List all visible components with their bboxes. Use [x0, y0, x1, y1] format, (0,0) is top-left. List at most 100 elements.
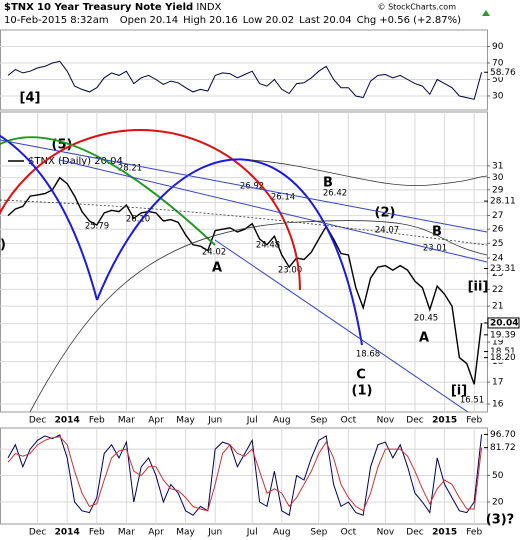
exchange: INDX	[196, 2, 221, 13]
price-annotation: 26.14	[271, 193, 295, 203]
price-annotation: 26.42	[323, 189, 347, 199]
stat-value: 20.04	[323, 15, 352, 26]
value-flag	[488, 429, 519, 440]
value-flag	[488, 329, 519, 340]
y-tick-label: 30	[492, 173, 504, 183]
wave-label: C	[356, 368, 366, 383]
series-line	[7, 436, 483, 512]
value-flag-label: 20.04	[490, 318, 518, 328]
y-tick-label: 17	[492, 378, 503, 388]
x-tick-label: Dec	[29, 528, 46, 538]
trend-line	[59, 159, 487, 263]
panels	[0, 29, 488, 525]
legend-label: $TNX (Daily) 20.04	[28, 156, 123, 167]
y-tick-label: 50	[492, 75, 504, 85]
stat-label: Last	[299, 15, 320, 26]
y-tick-label: 90	[492, 42, 504, 52]
panel-plot	[0, 45, 487, 100]
trend-line	[0, 139, 487, 233]
y-tick-label: 26	[492, 225, 504, 235]
x-tick-label: Aug	[273, 528, 291, 538]
trend-line	[214, 239, 469, 412]
price-annotation: 23.00	[278, 266, 302, 276]
header-line: $TNX 10 Year Treasury Note Yield INDX	[4, 2, 222, 13]
price-annotation: 26.10	[126, 215, 150, 225]
x-tick-label: 2014	[55, 416, 80, 426]
x-tick-label: Mar	[118, 528, 135, 538]
wave-label: (1)	[352, 384, 373, 399]
x-tick-label: 2014	[55, 528, 80, 538]
x-tick-label: Apr	[148, 528, 164, 538]
wave-overlays	[0, 129, 487, 412]
y-tick-label: 21	[492, 302, 503, 312]
x-tick-label: Jun	[207, 528, 222, 538]
x-tick-label: Nov	[377, 416, 395, 426]
green-arc	[0, 136, 216, 246]
panel-plot	[0, 428, 487, 524]
value-flag	[488, 196, 519, 207]
y-tick-label: 27	[492, 211, 503, 221]
x-tick-label: 2015	[432, 528, 457, 538]
wave-label: A	[419, 331, 429, 346]
value-flag-label: 96.70	[490, 430, 516, 440]
x-tick-label: Dec	[29, 416, 46, 426]
envelope-upper	[249, 159, 487, 187]
wave-label: [i]	[451, 384, 467, 399]
stat-value: 20.14	[150, 15, 179, 26]
x-tick-label: Jul	[246, 528, 258, 538]
security-name: 10 Year Treasury Note Yield	[37, 2, 193, 13]
wave-label: [ii]	[468, 280, 489, 295]
series-line	[7, 60, 483, 100]
x-tick-label: Feb	[466, 528, 482, 538]
stat-label: Chg	[357, 15, 377, 26]
x-tick-label: Dec	[406, 416, 423, 426]
price-annotation: 26.92	[240, 182, 264, 192]
value-flag	[488, 67, 519, 78]
panel-plot	[0, 112, 487, 412]
y-tick-label: 20	[492, 497, 504, 507]
value-flag-label: 81.72	[490, 443, 516, 453]
x-tick-label: Nov	[377, 528, 395, 538]
y-tick-label: 50	[492, 471, 504, 481]
panel-frame	[0, 29, 488, 111]
wave-label: (3)?	[486, 513, 514, 528]
value-flag-label: 19.39	[490, 330, 516, 340]
stat-label: High	[183, 15, 206, 26]
price-annotation: 18.68	[356, 350, 380, 360]
y-tick-label: 29	[492, 185, 504, 195]
value-flag	[488, 352, 519, 363]
y-tick-label: 31	[492, 161, 503, 171]
stat-label: Open	[120, 15, 147, 26]
datetime: 10-Feb-2015 8:32am	[4, 15, 109, 26]
stat-value: 20.02	[265, 15, 294, 26]
price-annotation: 24.07	[375, 226, 399, 236]
stat-value: +0.56 (+2.87%)	[379, 15, 461, 26]
wave-label: B	[432, 225, 442, 240]
price-annotation: 20.45	[414, 314, 438, 324]
value-flag-label: 58.76	[490, 68, 516, 78]
wave-label: [4]	[20, 91, 41, 106]
x-tick-label: Jul	[246, 416, 258, 426]
x-tick-label: 2015	[432, 416, 457, 426]
price-annotation: 25.79	[85, 222, 109, 232]
y-tick-label: 23	[492, 269, 503, 279]
x-tick-label: Apr	[148, 416, 164, 426]
stat-value: 20.16	[209, 15, 238, 26]
series-line	[7, 176, 483, 385]
wave-label: B	[323, 176, 333, 191]
change-arrow	[482, 10, 490, 16]
y-tick-label: 30	[492, 91, 504, 101]
blue-arc-1	[0, 134, 98, 301]
y-tick-label: 70	[492, 58, 504, 68]
y-tick-label: 16	[492, 400, 504, 410]
x-tick-label: Oct	[341, 528, 357, 538]
x-tick-label: Sep	[310, 528, 327, 538]
y-tick-label: 24	[492, 254, 504, 264]
envelope-lower	[29, 220, 487, 412]
value-flag	[488, 346, 519, 357]
stats-line: 10-Feb-2015 8:32am Open 20.14 High 20.16 Low…	[4, 15, 461, 26]
value-flag-label: 18.51	[490, 347, 516, 357]
x-tick-label: May	[176, 528, 195, 538]
y-tick-label: 19	[492, 338, 504, 348]
